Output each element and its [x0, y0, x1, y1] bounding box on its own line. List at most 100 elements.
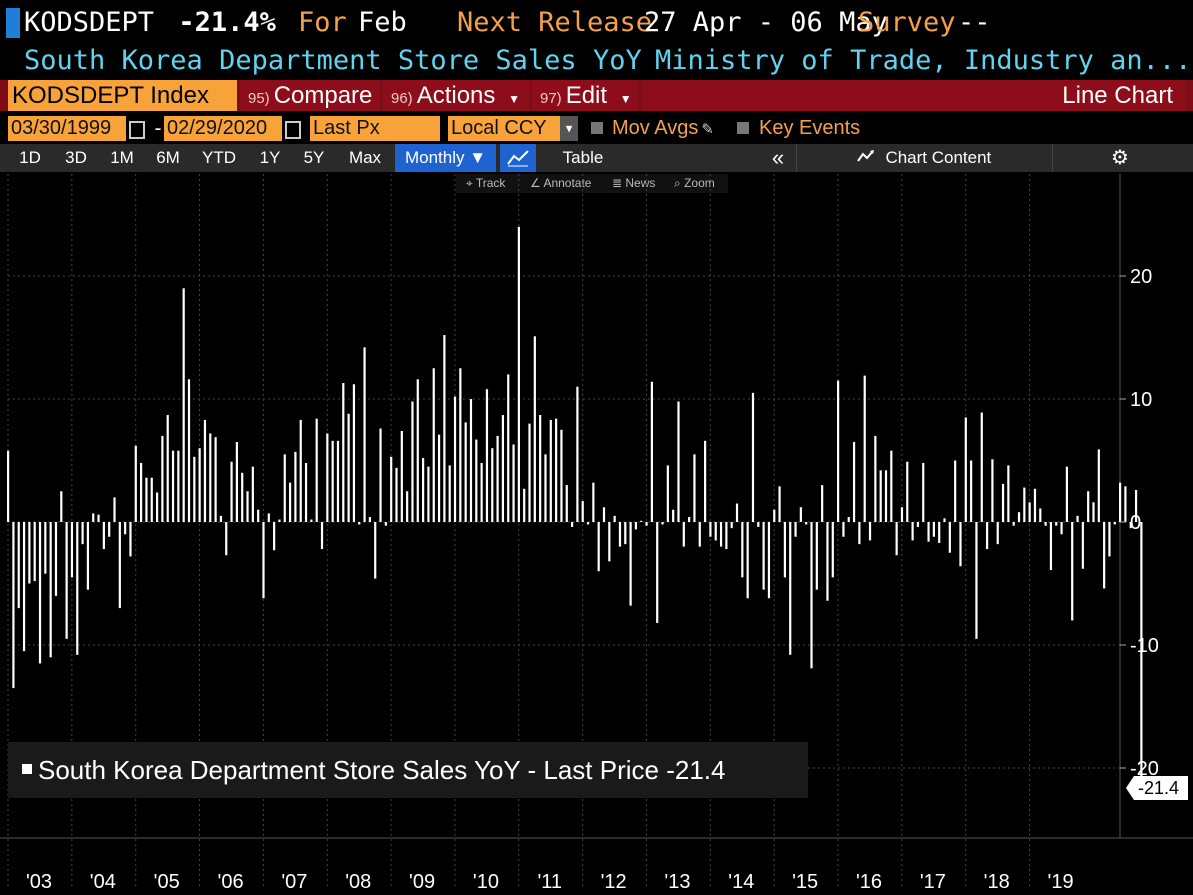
chart-bar [964, 417, 967, 522]
edit-label: Edit [565, 82, 608, 109]
chart-bar [12, 522, 15, 689]
chart-bar [656, 522, 659, 623]
chart-bar [124, 522, 127, 535]
chart-bar [443, 335, 446, 522]
period-3d[interactable]: 3D [65, 148, 87, 167]
chart-bar [49, 522, 52, 658]
end-calendar-icon[interactable] [285, 121, 301, 139]
next-release-dates: 27 Apr - 06 May [644, 7, 888, 38]
period-ytd[interactable]: YTD [202, 148, 236, 167]
chart-bar [294, 451, 297, 522]
annotate-tool[interactable]: ∠ Annotate [530, 174, 591, 193]
x-tick-label: '13 [664, 871, 690, 893]
key-events-checkbox[interactable] [737, 122, 749, 134]
chart-bar [842, 522, 845, 537]
chart-bar [751, 392, 755, 522]
chart-bar [650, 381, 653, 522]
x-tick-label: '07 [281, 871, 307, 893]
period-1d[interactable]: 1D [19, 148, 41, 167]
chart-bar [719, 522, 723, 547]
x-tick-label: '15 [792, 871, 818, 893]
chart-content-button[interactable]: Chart Content [798, 144, 1050, 172]
chart-bar [278, 519, 281, 522]
chart-bar [331, 440, 334, 522]
chart-bar [171, 450, 175, 522]
track-tool[interactable]: ⌖ Track [466, 174, 505, 193]
chart-bar [65, 522, 68, 639]
currency-dropdown-icon[interactable]: ▼ [560, 116, 578, 141]
frequency-select[interactable]: Monthly ▼ [395, 144, 496, 172]
x-tick-label: '11 [537, 871, 562, 893]
key-events-label: Key Events [759, 117, 861, 139]
chart-bar [597, 522, 600, 572]
chart-bar [725, 522, 728, 550]
settings-gear-icon[interactable]: ⚙ [1111, 147, 1129, 169]
chart-bar [102, 522, 105, 550]
mov-avgs-checkbox[interactable] [591, 122, 603, 134]
table-button[interactable]: Table [562, 148, 604, 167]
chart-bar [1007, 465, 1010, 522]
pencil-icon[interactable]: ✎ [702, 118, 713, 139]
compare-label: Compare [273, 82, 373, 109]
chart-bar [698, 522, 701, 547]
chart-bar [533, 336, 536, 522]
collapse-icon[interactable]: « [771, 145, 785, 170]
period-5y[interactable]: 5Y [303, 148, 325, 167]
compare-button[interactable]: 95) Compare [240, 80, 380, 111]
x-tick-label: '17 [920, 871, 946, 893]
chart-bar [1103, 522, 1106, 589]
chart-bar [1129, 522, 1132, 529]
chart-bar [1017, 512, 1021, 522]
chart-bar [677, 401, 680, 522]
edit-button[interactable]: 97) Edit ▼ [532, 80, 638, 111]
x-tick-label: '16 [856, 871, 882, 893]
period-6m[interactable]: 6M [156, 148, 180, 167]
chart-bar [576, 386, 579, 522]
chart-bar [28, 522, 31, 584]
legend-box: South Korea Department Store Sales YoY -… [8, 742, 808, 798]
period-max[interactable]: Max [348, 148, 382, 167]
field-select[interactable]: Last Px [310, 116, 440, 141]
end-date-field[interactable]: 02/29/2020 [164, 116, 282, 141]
chart-bar [214, 437, 217, 522]
chart-bar [624, 522, 627, 545]
line-chart-icon[interactable] [500, 144, 536, 172]
chart-bar [805, 522, 808, 525]
chart-bar [1076, 515, 1079, 522]
chart-bar [60, 491, 63, 522]
zoom-tool[interactable]: ⌕ Zoom [674, 174, 715, 193]
crosshair-icon: ⌖ [466, 176, 476, 190]
start-calendar-icon[interactable] [129, 121, 145, 139]
next-release-label: Next Release [457, 7, 653, 38]
actions-button[interactable]: 96) Actions ▼ [383, 80, 529, 111]
security-input[interactable]: KODSDEPT Index [8, 80, 237, 111]
chart-bar [475, 439, 478, 522]
chart-bar [735, 503, 739, 522]
chart-bar [198, 448, 201, 522]
period-1m[interactable]: 1M [110, 148, 134, 167]
chart-bar [645, 522, 648, 526]
x-tick-label: '19 [1048, 871, 1074, 893]
chart-bar [262, 522, 265, 599]
annotate-label: Annotate [543, 176, 592, 190]
chart-bar [1092, 502, 1095, 522]
period-1y[interactable]: 1Y [259, 148, 281, 167]
y-tick-label: 0 [1130, 512, 1141, 534]
chart-bar [257, 509, 260, 522]
currency-select[interactable]: Local CCY [448, 116, 560, 141]
chart-bar [916, 522, 920, 527]
news-tool[interactable]: ≣ News [612, 174, 655, 193]
chart-bar [512, 444, 515, 522]
chart-bar [565, 485, 568, 522]
chart-bar [991, 459, 994, 522]
x-tick-label: '03 [26, 871, 52, 893]
period-toolbar [0, 144, 1193, 172]
chart-tool-row [456, 174, 728, 193]
start-date-field[interactable]: 03/30/1999 [8, 116, 126, 141]
chart-bar [906, 461, 909, 522]
chart-bar [22, 522, 26, 652]
chart-bar [799, 507, 802, 522]
chart-bar [480, 462, 483, 522]
chart-bar [1071, 522, 1074, 621]
chart-bar [613, 515, 616, 522]
